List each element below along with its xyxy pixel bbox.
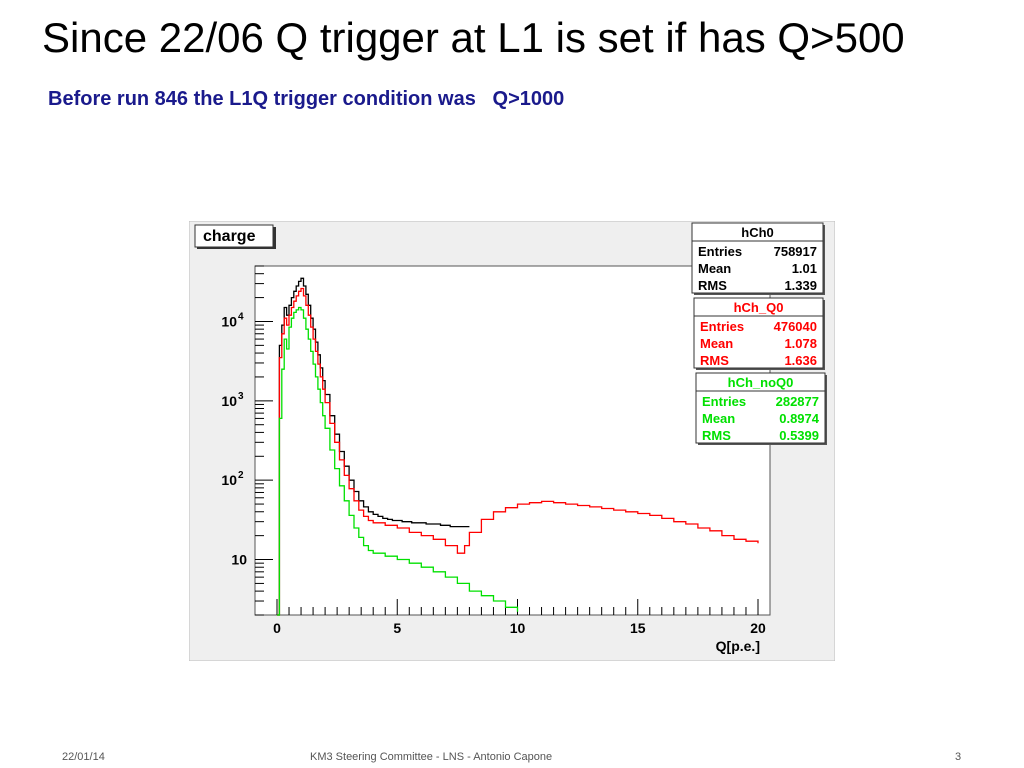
stat-box-key: RMS: [700, 353, 729, 368]
stat-box-hCh0: hCh0 Entries 758917 Mean 1.01 RMS 1.339: [691, 222, 825, 295]
y-tick-exponent: 4: [238, 311, 244, 322]
y-tick-label: 10: [231, 552, 247, 568]
x-tick-label: 0: [273, 620, 281, 636]
slide-subtitle: Before run 846 the L1Q trigger condition…: [48, 88, 565, 110]
stat-box-key: Entries: [698, 244, 742, 259]
y-tick-exponent: 3: [238, 391, 244, 402]
y-tick-label: 10: [221, 313, 237, 329]
stat-box-value: 758917: [774, 244, 817, 259]
chart-title-box: charge: [194, 224, 276, 249]
x-tick-label: 10: [510, 620, 526, 636]
y-tick-exponent: 2: [238, 470, 244, 481]
stat-box-value: 282877: [776, 394, 819, 409]
stat-box-value: 1.339: [784, 278, 817, 293]
stat-box-frame: [695, 372, 826, 444]
stat-box-key: Entries: [700, 319, 744, 334]
series-line-hCh_Q0: [277, 287, 759, 616]
stat-box-frame: [691, 222, 824, 294]
footer-date: 22/01/14: [62, 751, 105, 763]
stat-box-hCh_Q0: hCh_Q0 Entries 476040 Mean 1.078 RMS 1.636: [693, 297, 825, 370]
x-axis-label: Q[p.e.]: [716, 638, 760, 654]
series-line-hCh0: [277, 277, 470, 616]
stat-box-key: Entries: [702, 394, 746, 409]
stat-box-hCh_noQ0: hCh_noQ0 Entries 282877 Mean 0.8974 RMS 0.5399: [695, 372, 827, 445]
stat-box-key: Mean: [702, 411, 735, 426]
footer-page-number: 3: [955, 751, 962, 763]
series-line-hCh_noQ0: [277, 306, 519, 616]
stat-box-value: 476040: [774, 319, 817, 334]
stat-box-key: RMS: [702, 428, 731, 443]
title-box-shadow: [197, 247, 276, 249]
y-tick-label: 10: [221, 393, 237, 409]
x-tick-label: 5: [393, 620, 401, 636]
x-tick-label: 20: [750, 620, 766, 636]
stat-box-key: RMS: [698, 278, 727, 293]
stat-box-key: Mean: [700, 336, 733, 351]
y-tick-label: 10: [221, 472, 237, 488]
stat-box-value: 1.078: [784, 336, 817, 351]
plot-frame: [254, 265, 771, 616]
stat-box-value: 0.8974: [779, 411, 820, 426]
stat-box-name: hCh_noQ0: [728, 375, 794, 390]
stat-box-key: Mean: [698, 261, 731, 276]
title-box-shadow: [273, 227, 276, 249]
stat-box-value: 1.01: [792, 261, 817, 276]
stat-box-frame: [693, 297, 824, 369]
footer-center: KM3 Steering Committee - LNS - Antonio C…: [310, 751, 553, 763]
slide-title: Since 22/06 Q trigger at L1 is set if ha…: [42, 14, 905, 61]
stat-box-name: hCh_Q0: [734, 300, 784, 315]
x-tick-label: 15: [630, 620, 646, 636]
stat-box-name: hCh0: [741, 225, 774, 240]
stat-box-value: 1.636: [784, 353, 817, 368]
stat-box-value: 0.5399: [779, 428, 819, 443]
chart-title: charge: [203, 228, 256, 245]
